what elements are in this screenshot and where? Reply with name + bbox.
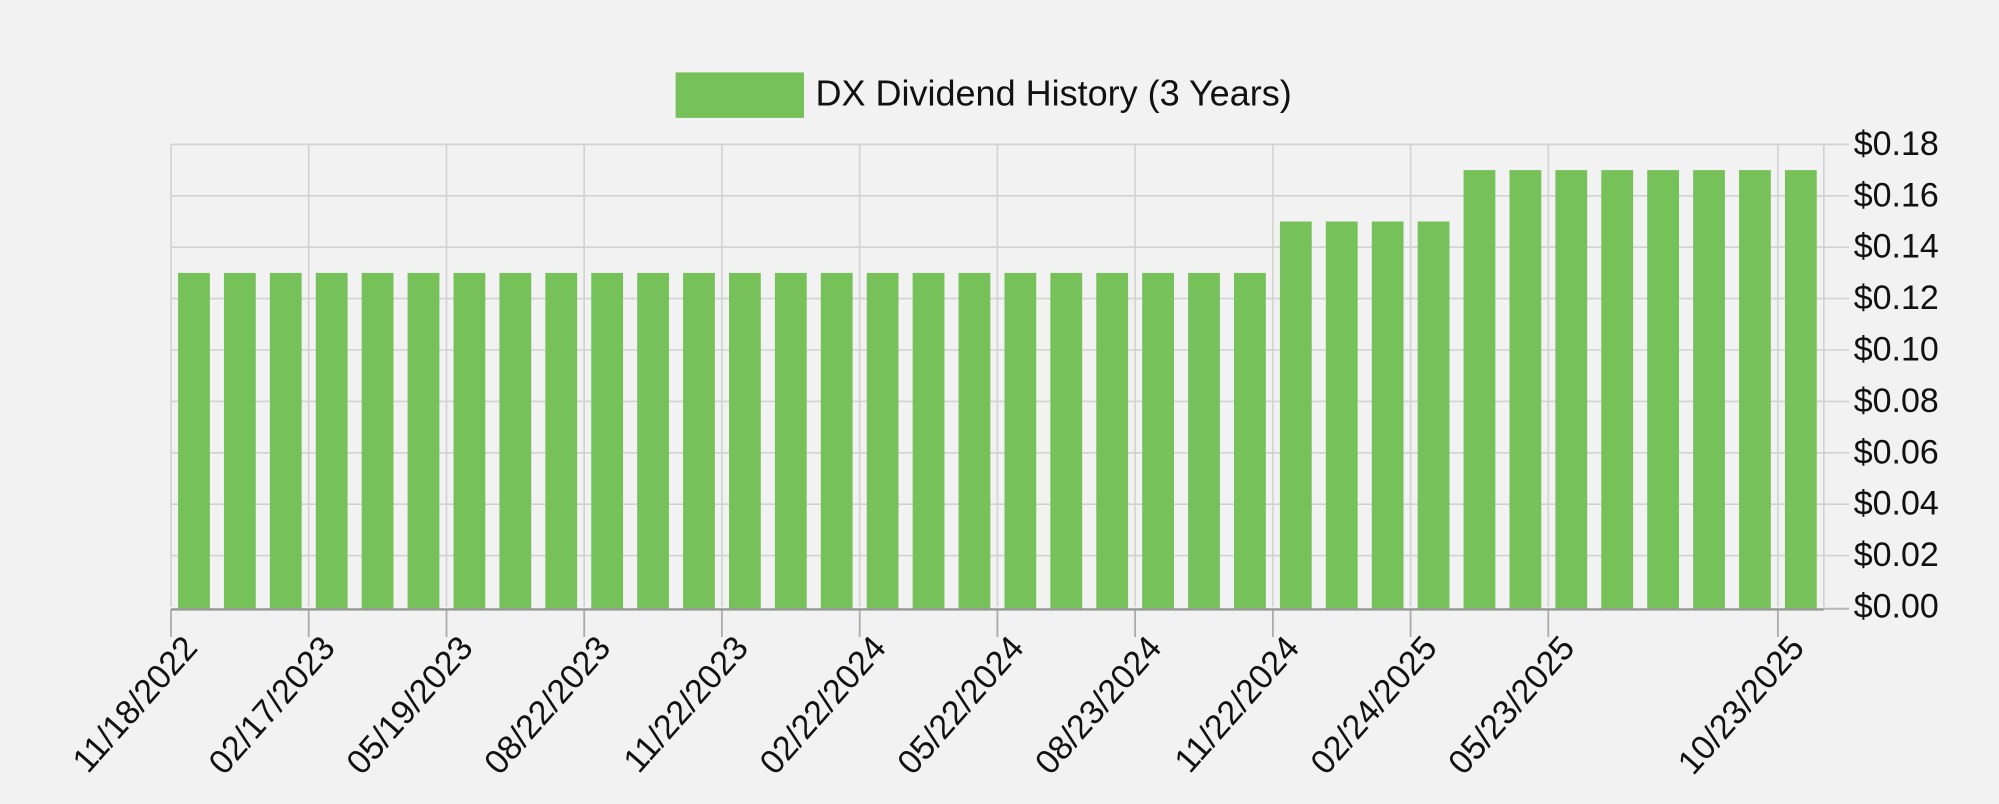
svg-text:$0.12: $0.12 xyxy=(1854,279,1939,317)
svg-text:$0.14: $0.14 xyxy=(1854,228,1939,266)
svg-text:$0.06: $0.06 xyxy=(1854,433,1939,471)
svg-text:$0.04: $0.04 xyxy=(1854,485,1939,523)
svg-text:$0.10: $0.10 xyxy=(1854,331,1939,369)
svg-text:DX Dividend History (3 Years): DX Dividend History (3 Years) xyxy=(816,73,1292,114)
svg-text:$0.16: $0.16 xyxy=(1854,176,1939,214)
svg-text:$0.18: $0.18 xyxy=(1854,125,1939,163)
svg-text:$0.08: $0.08 xyxy=(1854,382,1939,420)
svg-text:$0.00: $0.00 xyxy=(1854,588,1939,626)
svg-text:$0.02: $0.02 xyxy=(1854,536,1939,574)
